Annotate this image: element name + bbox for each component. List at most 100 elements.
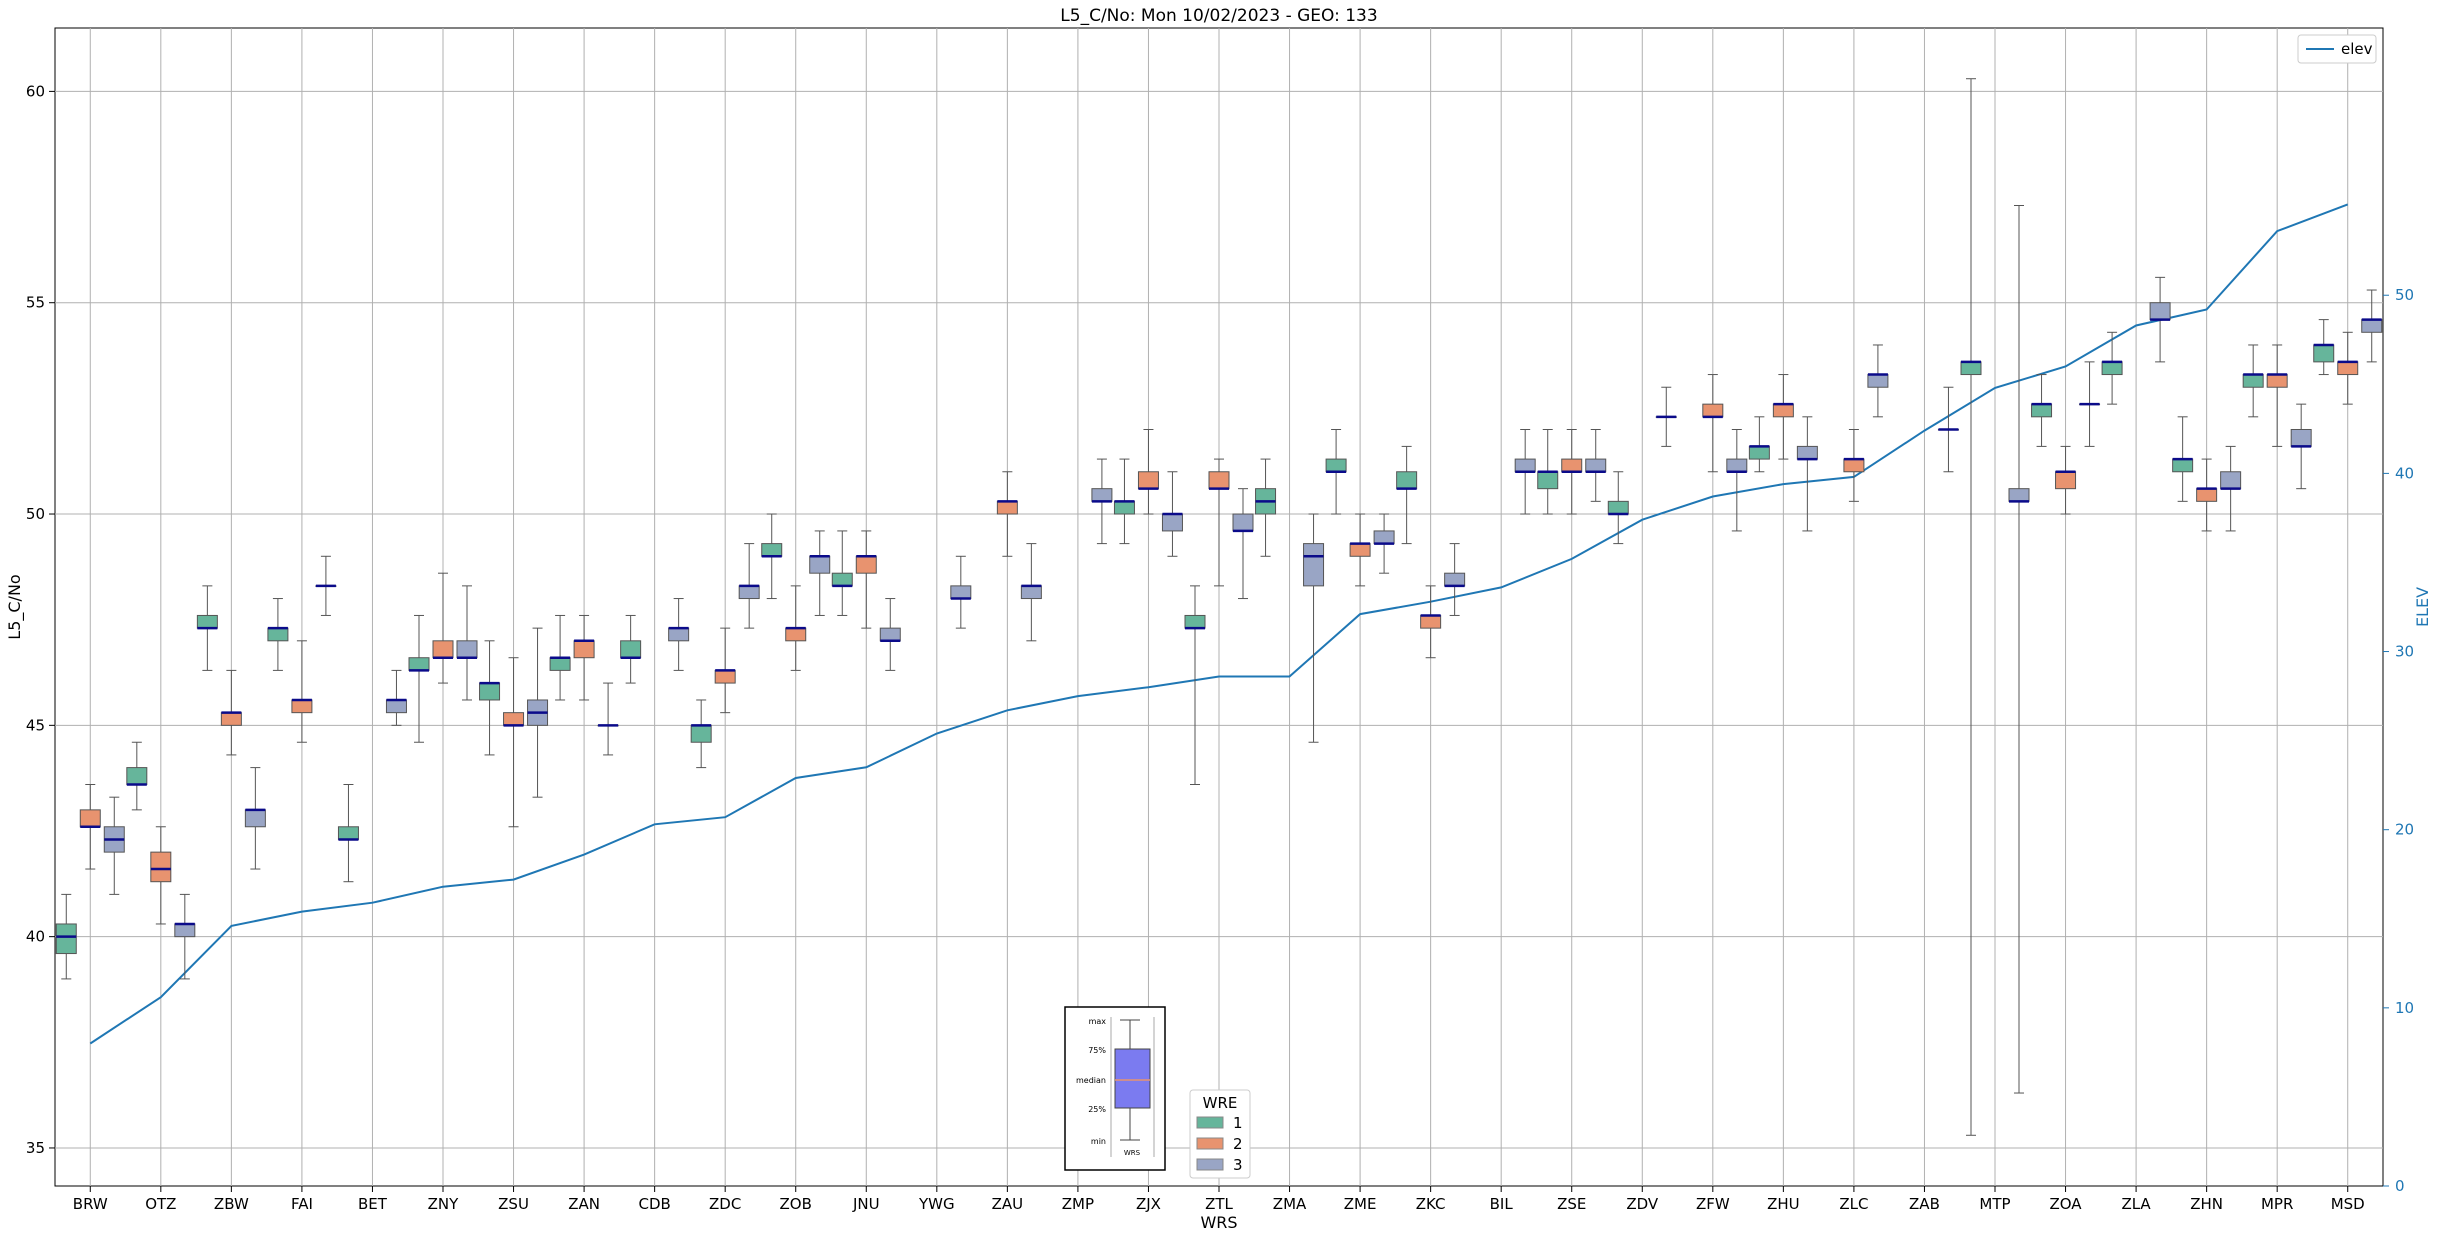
box-wre3-zbw [244,767,266,870]
box-wre3-bil [1514,428,1536,515]
box-iqr [1444,572,1466,587]
box-iqr [573,640,595,659]
box-wre2-zdc [714,627,736,714]
x-tick-label: ZMA [1273,1195,1307,1213]
box-iqr [2196,488,2218,502]
box-wre1-zla [2101,331,2123,405]
box-wre2-zme [1349,513,1371,587]
box-wre3-zhn [2220,445,2242,532]
box-iqr [549,657,571,671]
box-wre2-zlc [1843,428,1865,502]
box-iqr [1843,458,1865,473]
box-iqr [738,585,760,600]
box-wre2-zkc [1420,585,1442,659]
key-label-median: median [1076,1076,1106,1085]
y-tick-label: 40 [26,928,45,946]
box-wre2-zan [573,614,595,701]
box-wre3-msd [2361,289,2383,363]
box-wre1-zme [1325,428,1347,515]
box-wre3-zjx [1161,471,1183,557]
box-iqr [2337,361,2359,376]
box-iqr [1091,488,1113,502]
box-wre3-jnu [879,598,901,671]
box-wre1-zbw [196,585,218,671]
box-wre3-zab [1937,386,1959,473]
box-wre2-msd [2337,331,2359,405]
x-tick-label: BIL [1490,1195,1514,1213]
box-wre1-zdc [690,699,712,769]
box-iqr [785,627,807,642]
box-wre2-zjx [1137,428,1159,515]
box-iqr [2220,471,2242,490]
box-iqr [620,640,642,659]
key-label-min: min [1091,1137,1106,1146]
box-iqr [1726,458,1748,473]
box-wre2-zse [1561,428,1583,515]
x-tick-label: ZOA [2049,1195,2082,1213]
box-wre3-mtp [2008,205,2030,1094]
box-wre2-zhu [1772,374,1794,460]
box-iqr [291,699,313,714]
box-wre1-zsu [479,640,501,756]
x-tick-label: ZJX [1136,1195,1161,1213]
box-iqr [1607,500,1629,515]
legend-label-1: 1 [1233,1114,1243,1132]
x-tick-label: OTZ [145,1195,176,1213]
box-wre3-zhu [1796,416,1818,532]
box-wre3-zmp [1091,458,1113,545]
box-wre3-brw [103,796,125,895]
box-wre1-brw [55,893,77,980]
box-iqr [1420,614,1442,629]
box-iqr [1796,445,1818,460]
box-wre2-brw [79,784,101,870]
box-wre2-zau [996,471,1018,557]
box-iqr [456,640,478,659]
box-wre1-fai [267,598,289,671]
box-iqr [950,585,972,600]
box-iqr [1585,458,1607,473]
box-wre3-ztl [1232,488,1254,600]
box-wre1-msd [2313,319,2335,376]
box-iqr [1325,458,1347,473]
box-wre3-zoa [2079,361,2101,447]
box-wre1-mtp [1960,78,1982,1136]
box-iqr [1137,471,1159,490]
key-label-25: 25% [1088,1105,1106,1114]
legend-swatch-2 [1196,1137,1224,1150]
y-tick-label: 55 [26,294,45,312]
legend-label-2: 2 [1233,1135,1243,1153]
box-iqr [1184,614,1206,629]
box-iqr [1772,403,1794,418]
box-iqr [2101,361,2123,376]
y-tick-label: 60 [26,82,45,100]
box-wre1-jnu [831,530,853,616]
x-tick-label: ZKC [1416,1195,1446,1213]
box-iqr [1514,458,1536,473]
x-tick-label: CDB [638,1195,670,1213]
box-iqr [668,627,690,642]
box-wre3-zkc [1444,543,1466,616]
y2-tick-label: 20 [2395,821,2414,839]
box-iqr [432,640,454,659]
box-wre3-zny [456,585,478,701]
box-iqr [1113,500,1135,515]
box-iqr [55,923,77,955]
x-tick-label: ZFW [1696,1195,1730,1213]
x-tick-label: ZDV [1626,1195,1659,1213]
box-wre3-ywg [950,555,972,629]
box-wre3-zse [1585,428,1607,502]
box-wre1-zoa [2031,374,2053,447]
box-iqr [337,826,359,840]
y2-tick-label: 10 [2395,999,2414,1017]
x-tick-label: ZBW [214,1195,249,1213]
box-iqr [1232,513,1254,532]
chart-title: L5_C/No: Mon 10/02/2023 - GEO: 133 [1060,6,1377,26]
x-tick-label: BET [358,1195,388,1213]
box-key-inset: max 75% median 25% min WRS [1064,1006,1166,1171]
axes-layer: BRW OTZ ZBW FAI BET ZNY ZSU ZAN CDB ZDC ZOB JNU YWG Z… [26,82,2414,1213]
box-iqr [714,669,736,684]
box-iqr [220,712,242,726]
x-tick-label: YWG [918,1195,955,1213]
box-wre3-cdb [668,598,690,671]
box-iqr [2266,374,2288,388]
